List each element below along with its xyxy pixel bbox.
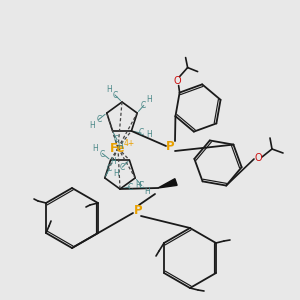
Text: O: O	[254, 153, 262, 163]
Text: P: P	[134, 203, 142, 217]
Text: H: H	[89, 121, 95, 130]
Text: H: H	[106, 85, 112, 94]
Text: C: C	[112, 91, 118, 100]
Text: H: H	[113, 169, 119, 178]
Text: C: C	[139, 182, 144, 190]
Text: C: C	[106, 164, 111, 173]
Text: H: H	[146, 130, 152, 140]
Text: 4+: 4+	[123, 139, 135, 148]
Text: C: C	[141, 100, 146, 109]
Text: C: C	[120, 163, 125, 172]
Text: H: H	[135, 181, 141, 190]
Text: H: H	[146, 94, 152, 103]
Text: H: H	[144, 188, 150, 196]
Text: C: C	[96, 115, 101, 124]
Text: Fe: Fe	[110, 142, 126, 154]
Text: C: C	[100, 150, 105, 159]
Text: H: H	[110, 158, 116, 166]
Text: C: C	[139, 128, 144, 137]
Text: O: O	[174, 76, 182, 85]
Text: H: H	[118, 142, 124, 152]
Text: P: P	[166, 140, 174, 152]
Text: C: C	[128, 182, 133, 191]
Text: H: H	[93, 144, 98, 153]
Polygon shape	[158, 179, 177, 188]
Text: C: C	[114, 135, 119, 144]
